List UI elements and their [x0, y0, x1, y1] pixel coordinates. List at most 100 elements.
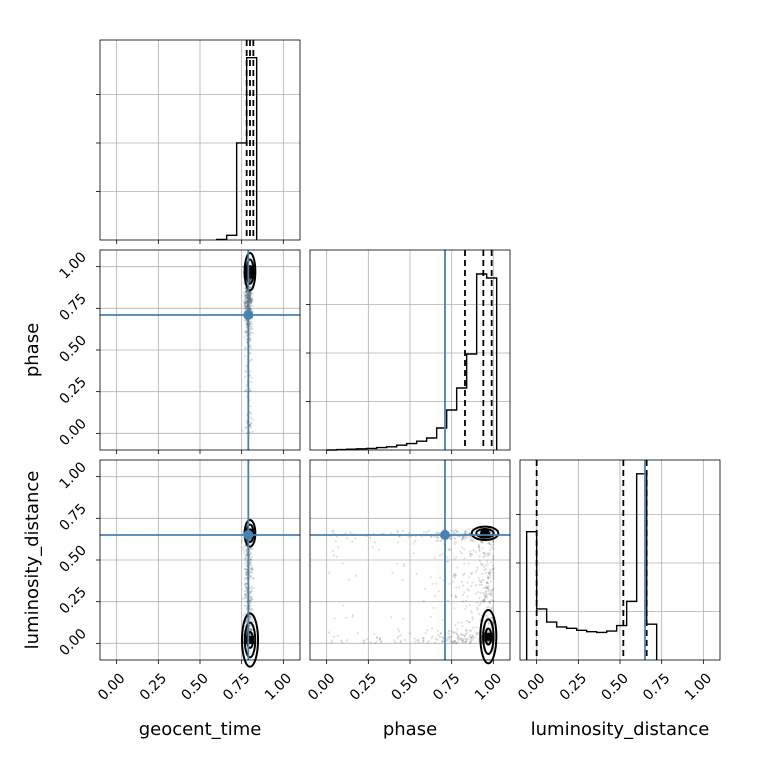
sample-point	[449, 537, 452, 541]
sample-point	[399, 639, 403, 643]
sample-point	[245, 605, 248, 608]
sample-point	[248, 297, 252, 300]
sample-point	[448, 537, 451, 540]
sample-point	[487, 590, 490, 593]
sample-point	[484, 571, 487, 574]
sample-point	[245, 596, 248, 599]
sample-point	[486, 640, 490, 643]
sample-point	[336, 535, 339, 539]
sample-point	[483, 554, 487, 558]
sample-point	[244, 558, 247, 561]
sample-point	[333, 617, 336, 620]
sample-point	[457, 640, 460, 643]
sample-point	[476, 608, 479, 611]
sample-point	[243, 304, 246, 307]
sample-point	[244, 389, 247, 393]
y-tick-label: 0.75	[56, 501, 89, 534]
sample-point	[456, 633, 459, 636]
sample-point	[465, 619, 469, 622]
sample-point	[421, 640, 425, 644]
sample-point	[471, 616, 474, 619]
sample-point	[462, 536, 465, 539]
sample-point	[399, 640, 402, 644]
sample-point	[249, 558, 252, 562]
sample-point	[489, 616, 493, 619]
sample-point	[248, 555, 251, 559]
sample-point	[250, 299, 253, 303]
sample-point	[429, 576, 432, 579]
sample-point	[244, 562, 247, 565]
sample-point	[245, 298, 248, 301]
sample-point	[489, 593, 492, 596]
sample-point	[396, 540, 400, 544]
sample-point	[463, 591, 466, 594]
sample-point	[465, 605, 468, 608]
sample-point	[393, 639, 396, 642]
sample-point	[391, 571, 394, 574]
sample-point	[474, 631, 478, 634]
x-tick-label: 0.00	[305, 670, 338, 703]
sample-point	[483, 568, 486, 571]
sample-point	[363, 639, 366, 642]
sample-point	[403, 638, 406, 641]
sample-point	[435, 536, 438, 539]
sample-point	[244, 347, 247, 350]
sample-point	[372, 532, 376, 535]
sample-point	[249, 590, 252, 593]
sample-point	[415, 572, 418, 576]
sample-point	[249, 562, 252, 565]
sample-point	[455, 633, 459, 636]
sample-point	[456, 628, 459, 631]
sample-point	[489, 543, 492, 546]
sample-point	[475, 633, 478, 636]
sample-point	[390, 531, 393, 535]
sample-point	[251, 628, 254, 631]
y-tick-label: 1.00	[56, 459, 89, 492]
sample-point	[244, 307, 247, 310]
sample-point	[241, 429, 244, 432]
sample-point	[249, 346, 252, 350]
sample-point	[245, 587, 248, 591]
sample-point	[486, 586, 489, 589]
sample-point	[248, 374, 252, 377]
sample-point	[441, 636, 444, 639]
sample-point	[468, 642, 472, 645]
sample-point	[396, 529, 399, 532]
sample-point	[465, 599, 468, 602]
sample-point	[487, 542, 490, 545]
sample-point	[470, 635, 473, 639]
sample-point	[250, 301, 253, 304]
sample-point	[340, 639, 343, 642]
sample-point	[251, 629, 254, 632]
sample-point	[488, 573, 492, 576]
sample-point	[251, 304, 254, 308]
sample-point	[250, 589, 253, 593]
sample-point	[244, 302, 247, 305]
sample-point	[249, 278, 252, 281]
sample-point	[250, 585, 253, 588]
sample-point	[486, 616, 489, 619]
sample-point	[249, 293, 252, 296]
sample-point	[244, 369, 247, 373]
sample-point	[492, 540, 495, 544]
sample-point	[475, 626, 478, 629]
sample-point	[463, 548, 466, 551]
sample-point	[471, 539, 474, 542]
sample-point	[249, 628, 252, 632]
y-tick-label: 0.00	[56, 626, 89, 659]
sample-point	[250, 595, 253, 598]
sample-point	[469, 550, 472, 553]
sample-point	[422, 639, 425, 642]
sample-point	[487, 630, 490, 633]
sample-point	[485, 581, 488, 584]
sample-point	[248, 307, 252, 310]
sample-point	[455, 642, 458, 645]
sample-point	[244, 331, 247, 334]
sample-point	[437, 590, 440, 593]
sample-point	[248, 387, 251, 390]
sample-point	[244, 298, 247, 301]
sample-point	[351, 540, 354, 543]
sample-point	[375, 640, 378, 643]
sample-point	[471, 553, 474, 556]
